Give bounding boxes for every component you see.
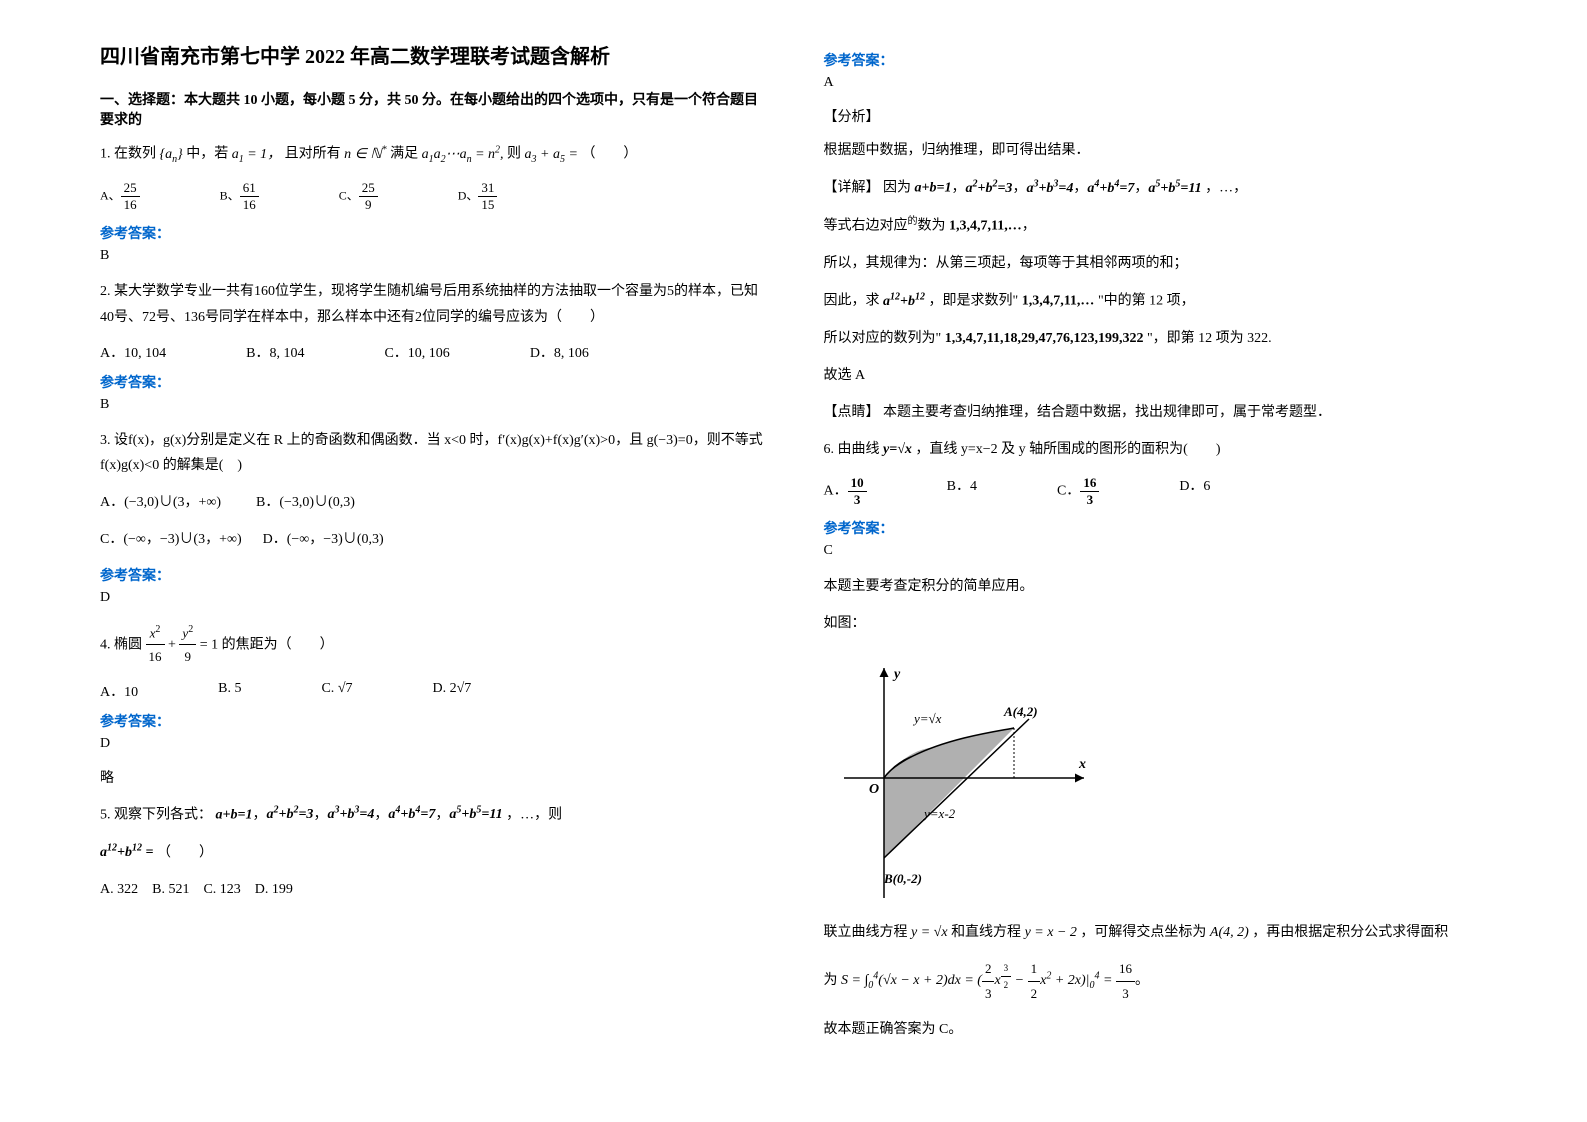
q3-answer: D — [100, 590, 764, 606]
q6-optC-label: C． — [1057, 483, 1080, 498]
q1-optA-label: A、 — [100, 189, 121, 203]
q4-optD-val: 2√7 — [450, 681, 472, 696]
answer-label: 参考答案： — [824, 518, 1488, 538]
q6-optD: D．6 — [1179, 475, 1210, 508]
q4-optC-val: √7 — [338, 681, 353, 696]
pointB-label: B(0,-2) — [883, 871, 922, 886]
q4-stem-prefix: 4. 椭圆 — [100, 637, 142, 652]
q5-point-label: 【点睛】 — [824, 405, 880, 420]
q6-note2: 如图： — [824, 611, 1488, 636]
q3-optC: C．(−∞，−3)∪(3，+∞) — [100, 532, 242, 547]
q6-chart: y x O y=√x y=x-2 A(4,2) B(0,-2) — [824, 648, 1104, 908]
q5-stem-suffix: ，…，则 — [506, 807, 562, 822]
q2-optC: C．10, 106 — [384, 342, 449, 362]
q4-answer: D — [100, 736, 764, 752]
q1-optB-label: B、 — [220, 189, 240, 203]
question-1: 1. 在数列 {an} 中，若 a1 = 1， 且对所有 n ∈ ℕ* 满足 a… — [100, 141, 764, 168]
q4-optA: A．10 — [100, 681, 138, 701]
q4-optC-label: C. — [321, 681, 337, 696]
q3-optB: B．(−3,0)∪(0,3) — [256, 495, 355, 510]
question-2: 2. 某大学数学专业一共有160位学生，现将学生随机编号后用系统抽样的方法抽取一… — [100, 279, 764, 329]
q6-answer: C — [824, 543, 1488, 559]
q1-stem-mid4: 则 — [507, 147, 521, 162]
q2-answer: B — [100, 397, 764, 413]
q1-stem-prefix: 1. 在数列 — [100, 147, 156, 162]
pointA-label: A(4,2) — [1003, 704, 1038, 719]
q5-detail-2: ，…， — [1205, 181, 1247, 196]
q1-answer: B — [100, 248, 764, 264]
q5-eq: a12+b12 = （ ） — [100, 840, 764, 866]
q6-optA-label: A． — [824, 483, 848, 498]
q5-answer: A — [824, 75, 1488, 91]
answer-label: 参考答案： — [100, 565, 764, 585]
page-title: 四川省南充市第七中学 2022 年高二数学理联考试题含解析 — [100, 40, 764, 69]
q5-paren: （ ） — [157, 845, 213, 860]
q5-point: 【点睛】 本题主要考查归纳推理，结合题中数据，找出规律即可，属于常考题型． — [824, 400, 1488, 425]
q1-optC-label: C、 — [339, 189, 359, 203]
q1-stem-mid3: 满足 — [390, 147, 418, 162]
answer-label: 参考答案： — [100, 372, 764, 392]
q1-stem-mid2: 且对所有 — [285, 147, 341, 162]
q5-opts: A. 322 B. 521 C. 123 D. 199 — [100, 877, 764, 902]
q5-line5: 所以对应的数列为" 1,3,4,7,11,18,29,47,76,123,199… — [824, 326, 1488, 351]
q3-optA: A．(−3,0)∪(3，+∞) — [100, 495, 221, 510]
x-axis-label: x — [1078, 757, 1086, 772]
q3-options-row1: A．(−3,0)∪(3，+∞) B．(−3,0)∪(0,3) — [100, 490, 764, 515]
q5-line4: 因此，求 a12+b12 ，即是求数列" 1,3,4,7,11,… "中的第 1… — [824, 288, 1488, 314]
q4-optB: B. 5 — [218, 681, 241, 701]
line-label: y=x-2 — [922, 806, 956, 821]
q2-options: A．10, 104 B．8, 104 C．10, 106 D．8, 106 — [100, 342, 764, 362]
q5-detail-1: 因为 — [883, 181, 911, 196]
q1-options: A、2516 B、6116 C、259 D、3115 — [100, 180, 764, 213]
q2-optB: B．8, 104 — [246, 342, 304, 362]
q6-note1: 本题主要考查定积分的简单应用。 — [824, 574, 1488, 599]
q6-options: A．103 B．4 C．163 D．6 — [824, 475, 1488, 508]
q5-line6: 故选 A — [824, 363, 1488, 388]
q6-stem-prefix: 6. 由曲线 — [824, 442, 880, 457]
curve-label: y=√x — [912, 711, 942, 726]
q3-options-row2: C．(−∞，−3)∪(3，+∞) D．(−∞，−3)∪(0,3) — [100, 527, 764, 552]
answer-label: 参考答案： — [824, 50, 1488, 70]
q5-line3: 所以，其规律为：从第三项起，每项等于其相邻两项的和； — [824, 251, 1488, 276]
q5-stem-prefix: 5. 观察下列各式： — [100, 807, 212, 822]
q4-options: A．10 B. 5 C. √7 D. 2√7 — [100, 681, 764, 701]
answer-label: 参考答案： — [100, 223, 764, 243]
q4-note: 略 — [100, 767, 764, 787]
origin-label: O — [869, 782, 879, 797]
q5-analysis-label: 【分析】 — [824, 106, 1488, 126]
q2-optA: A．10, 104 — [100, 342, 166, 362]
q5-line2: 等式右边对应的数为 1,3,4,7,11,…， — [824, 213, 1488, 239]
q6-integral: 为 S = ∫04(√x − x + 2)dx = (23x32 − 12x2 … — [824, 957, 1488, 1005]
q1-stem-mid1: 中，若 — [186, 147, 228, 162]
q3-optD: D．(−∞，−3)∪(0,3) — [263, 532, 384, 547]
q5-detail-label: 【详解】 — [824, 181, 880, 196]
q6-optB: B．4 — [947, 475, 977, 508]
q6-stem-mid: ，直线 y=x−2 及 y 轴所围成的图形的面积为( ) — [915, 442, 1220, 457]
q5-analysis: 根据题中数据，归纳推理，即可得出结果． — [824, 138, 1488, 163]
q4-stem-suffix: 的焦距为（ ） — [222, 637, 334, 652]
q2-optD: D．8, 106 — [530, 342, 589, 362]
q4-optD-label: D. — [433, 681, 450, 696]
q1-optD-label: D、 — [458, 189, 479, 203]
answer-label: 参考答案： — [100, 711, 764, 731]
q5-detail: 【详解】 因为 a+b=1，a2+b2=3，a3+b3=4，a4+b4=7，a5… — [824, 175, 1488, 201]
question-5: 5. 观察下列各式： a+b=1，a2+b2=3，a3+b3=4，a4+b4=7… — [100, 802, 764, 828]
question-4: 4. 椭圆 x216 + y29 = 1 的焦距为（ ） — [100, 621, 764, 669]
q6-final: 故本题正确答案为 C。 — [824, 1017, 1488, 1042]
question-3: 3. 设f(x)，g(x)分别是定义在 R 上的奇函数和偶函数．当 x<0 时，… — [100, 428, 764, 478]
q6-explain: 联立曲线方程 y = √x 和直线方程 y = x − 2 ，可解得交点坐标为 … — [824, 920, 1488, 945]
q1-paren: （ ） — [581, 147, 637, 162]
question-6: 6. 由曲线 y=√x ，直线 y=x−2 及 y 轴所围成的图形的面积为( ) — [824, 437, 1488, 462]
section-header: 一、选择题：本大题共 10 小题，每小题 5 分，共 50 分。在每小题给出的四… — [100, 89, 764, 129]
y-axis-label: y — [892, 667, 901, 682]
